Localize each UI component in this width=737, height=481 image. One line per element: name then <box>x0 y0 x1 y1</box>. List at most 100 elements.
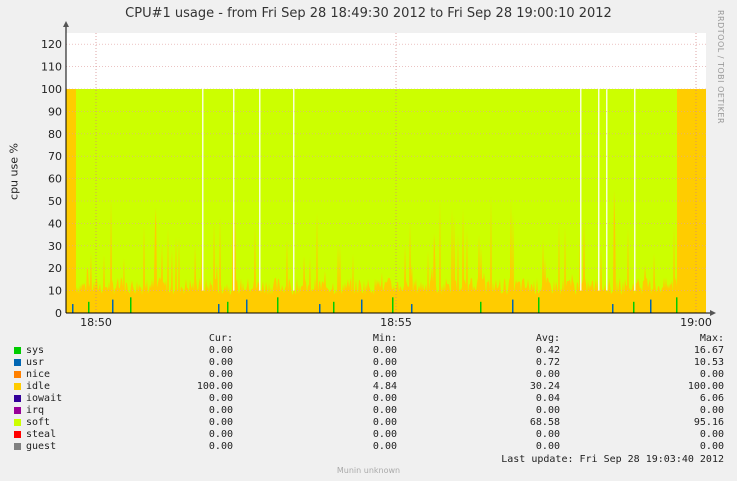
cpu-spike <box>319 304 321 313</box>
cpu-spike <box>227 301 229 313</box>
legend-max-value: 0.00 <box>699 405 724 416</box>
legend-series-name: sys <box>26 345 45 356</box>
legend-max-value: 100.00 <box>687 381 724 392</box>
legend-series-name: guest <box>26 441 57 452</box>
cpu-spike <box>650 299 652 313</box>
legend-row-steal: steal 0.00 0.00 0.00 0.00 <box>0 429 737 441</box>
legend-series-name: iowait <box>26 393 63 404</box>
legend-max-value: 95.16 <box>693 417 724 428</box>
cpu-usage-chart: 0 10 20 30 40 50 60 70 80 90 100 110 120 18:50 18:55 1… <box>41 21 716 329</box>
legend-row-soft: soft 0.00 0.00 68.58 95.16 <box>0 417 737 429</box>
cpu-spike <box>480 301 482 313</box>
gap-mark <box>293 89 295 291</box>
legend-cur-value: 0.00 <box>208 441 233 452</box>
y-tick-label: 100 <box>41 83 62 96</box>
legend-row-guest: guest 0.00 0.00 0.00 0.00 <box>0 441 737 453</box>
y-tick-label: 110 <box>41 61 62 74</box>
gap-mark <box>233 89 235 291</box>
cpu-spike <box>633 301 635 313</box>
legend-cur-value: 100.00 <box>196 381 233 392</box>
x-axis-arrow <box>710 310 716 316</box>
y-tick-label: 90 <box>48 105 62 118</box>
legend-max-value: 0.00 <box>699 429 724 440</box>
y-tick-label: 80 <box>48 128 62 141</box>
cpu-spike <box>676 297 678 313</box>
legend-series-name: usr <box>26 357 45 368</box>
cpu-spike <box>112 299 114 313</box>
legend-swatch <box>14 407 21 414</box>
legend-max-value: 16.67 <box>693 345 724 356</box>
soft-area <box>76 89 677 313</box>
legend-cur-value: 0.00 <box>208 417 233 428</box>
legend-avg-value: 0.00 <box>535 429 560 440</box>
legend-avg-value: 0.72 <box>535 357 560 368</box>
gap-mark <box>598 89 600 291</box>
legend-series-name: irq <box>26 405 45 416</box>
legend-avg-value: 68.58 <box>529 417 560 428</box>
y-tick-label: 30 <box>48 240 62 253</box>
legend-row-irq: irq 0.00 0.00 0.00 0.00 <box>0 405 737 417</box>
legend-min-value: 0.00 <box>372 369 397 380</box>
legend-header-min: Min: <box>372 333 397 344</box>
legend-swatch <box>14 443 21 450</box>
cpu-spike <box>538 297 540 313</box>
legend-max-value: 0.00 <box>699 441 724 452</box>
legend-min-value: 0.00 <box>372 345 397 356</box>
legend-series-name: soft <box>26 417 51 428</box>
legend-cur-value: 0.00 <box>208 345 233 356</box>
legend-max-value: 6.06 <box>699 393 724 404</box>
gap-mark <box>606 89 608 291</box>
y-tick-label: 120 <box>41 38 62 51</box>
last-update-text: Last update: Fri Sep 28 19:03:40 2012 <box>501 454 724 465</box>
legend-avg-value: 0.00 <box>535 441 560 452</box>
legend-header: Cur: Min: Avg: Max: <box>0 333 737 345</box>
legend-swatch <box>14 347 21 354</box>
y-tick-label: 50 <box>48 195 62 208</box>
legend-avg-value: 0.42 <box>535 345 560 356</box>
cpu-spike <box>88 301 90 313</box>
gap-mark <box>202 89 204 291</box>
y-tick-label: 10 <box>48 285 62 298</box>
legend-max-value: 0.00 <box>699 369 724 380</box>
legend-min-value: 4.84 <box>372 381 397 392</box>
cpu-spike <box>246 299 248 313</box>
legend-row-sys: sys 0.00 0.00 0.42 16.67 <box>0 345 737 357</box>
x-tick-label: 19:00 <box>680 316 712 329</box>
cpu-spike <box>512 299 514 313</box>
legend-min-value: 0.00 <box>372 357 397 368</box>
y-tick-label: 60 <box>48 173 62 186</box>
idle-area <box>76 189 677 313</box>
legend-cur-value: 0.00 <box>208 405 233 416</box>
legend-swatch <box>14 383 21 390</box>
legend-series-name: idle <box>26 381 51 392</box>
x-tick-label: 18:50 <box>80 316 112 329</box>
y-tick-label: 20 <box>48 262 62 275</box>
cpu-spike <box>361 299 363 313</box>
legend-swatch <box>14 431 21 438</box>
cpu-spike <box>277 297 279 313</box>
legend-header-cur: Cur: <box>208 333 233 344</box>
legend-cur-value: 0.00 <box>208 357 233 368</box>
gap-mark <box>580 89 582 291</box>
cpu-spike <box>392 297 394 313</box>
cpu-spike <box>333 301 335 313</box>
cpu-spike <box>411 304 413 313</box>
legend-min-value: 0.00 <box>372 405 397 416</box>
y-tick-label: 40 <box>48 217 62 230</box>
legend-avg-value: 0.00 <box>535 369 560 380</box>
idle-area-start <box>66 89 76 313</box>
x-tick-label: 18:55 <box>380 316 412 329</box>
legend-swatch <box>14 371 21 378</box>
y-tick-label: 0 <box>55 307 62 320</box>
legend-avg-value: 0.00 <box>535 405 560 416</box>
legend-min-value: 0.00 <box>372 429 397 440</box>
chart-title: CPU#1 usage - from Fri Sep 28 18:49:30 2… <box>125 6 612 21</box>
legend-swatch <box>14 419 21 426</box>
legend-row-idle: idle 100.00 4.84 30.24 100.00 <box>0 381 737 393</box>
gap-mark <box>259 89 261 291</box>
munin-version-text: Munin unknown <box>336 466 401 475</box>
legend-row-iowait: iowait 0.00 0.00 0.04 6.06 <box>0 393 737 405</box>
legend-swatch <box>14 359 21 366</box>
legend-swatch <box>14 395 21 402</box>
cpu-spike <box>218 304 220 313</box>
